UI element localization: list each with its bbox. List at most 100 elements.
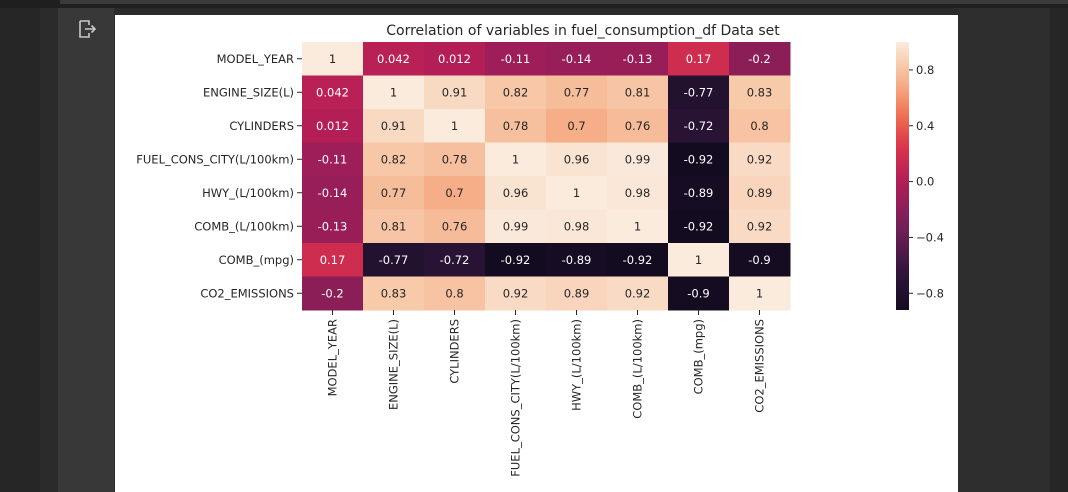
cell-value-label: 0.98: [625, 186, 651, 200]
heatmap-cell: [363, 276, 425, 311]
heatmap-cell: [302, 209, 364, 244]
cell-value-label: 1: [451, 119, 458, 133]
cell-value-label: 0.83: [381, 286, 407, 300]
heatmap-cell: [546, 142, 608, 177]
heatmap-cell: [668, 42, 730, 76]
cell-value-label: 0.7: [567, 119, 585, 133]
colorbar-tick-label: −0.8: [916, 286, 944, 300]
heatmap-cell: [302, 42, 364, 76]
cell-value-label: 1: [390, 85, 397, 99]
cell-value-label: 0.012: [438, 52, 471, 66]
colorbar-tick-label: 0.8: [916, 63, 934, 77]
heatmap-cell: [546, 276, 608, 311]
cell-value-label: -0.11: [318, 152, 348, 166]
x-tick-label: HWY_(L/100km): [570, 319, 584, 411]
cell-value-label: 0.96: [564, 152, 590, 166]
heatmap-cell: [363, 109, 425, 143]
heatmap-cell: [363, 243, 425, 277]
cell-value-label: -0.14: [318, 186, 348, 200]
heatmap-cell: [485, 209, 547, 244]
cell-value-label: -0.92: [684, 152, 714, 166]
cell-value-label: 0.96: [503, 186, 529, 200]
heatmap-cell: [668, 109, 730, 143]
colorbar-gradient: [896, 42, 909, 310]
heatmap-cell: [302, 142, 364, 177]
cell-value-label: 0.89: [564, 286, 590, 300]
cell-value-label: -0.77: [684, 85, 714, 99]
cell-value-label: -0.14: [562, 52, 592, 66]
cell-value-label: 1: [756, 286, 763, 300]
heatmap-cell: [485, 42, 547, 76]
cell-output: Correlation of variables in fuel_consump…: [115, 15, 958, 492]
cell-value-label: 0.17: [686, 52, 712, 66]
cell-value-label: 0.98: [564, 219, 590, 233]
heatmap-cell: [363, 142, 425, 177]
cell-value-label: 0.012: [316, 119, 349, 133]
y-tick-label: CO2_EMISSIONS: [200, 286, 294, 300]
cell-value-label: -0.13: [623, 52, 653, 66]
heatmap-cell: [485, 276, 547, 311]
y-axis-tick-labels: MODEL_YEAR ENGINE_SIZE(L) CYLINDERS FUEL_CO…: [136, 52, 302, 300]
colorbar-tick-label: 0.4: [916, 119, 934, 133]
heatmap-cell: [607, 176, 669, 210]
heatmap-cell: [302, 276, 364, 311]
cell-value-label: 0.83: [747, 85, 773, 99]
heatmap-cell: [729, 142, 791, 177]
heatmap-cell: [607, 142, 669, 177]
correlation-heatmap: Correlation of variables in fuel_consump…: [136, 23, 944, 477]
heatmap-cell: [546, 243, 608, 277]
heatmap-cell: [668, 75, 730, 110]
cell-value-label: 0.91: [442, 85, 468, 99]
heatmap-cell: [546, 109, 608, 143]
left-gutter: [0, 8, 40, 492]
cell-value-label: -0.89: [562, 253, 592, 267]
heatmap-cells: 1 0.042 0.012 -0.11 -0.14 -0.13 0.17 -0.2 0.042 1…: [302, 42, 791, 311]
scrollbar-track[interactable]: [1050, 8, 1068, 492]
cell-value-label: 0.91: [381, 119, 407, 133]
heatmap-cell: [607, 243, 669, 277]
cell-value-label: 0.82: [381, 152, 407, 166]
cell-value-label: 0.89: [747, 186, 773, 200]
toolbar-strip: [60, 0, 1068, 4]
cell-value-label: 0.92: [747, 152, 773, 166]
heatmap-cell: [729, 75, 791, 110]
cell-value-label: 0.8: [445, 286, 463, 300]
y-tick-label: COMB_(L/100km): [194, 219, 294, 233]
heatmap-cell: [729, 42, 791, 76]
cell-value-label: 0.78: [442, 152, 468, 166]
heatmap-cell: [607, 75, 669, 110]
heatmap-cell: [485, 176, 547, 210]
cell-value-label: -0.9: [687, 286, 709, 300]
heatmap-cell: [302, 243, 364, 277]
heatmap-cell: [729, 243, 791, 277]
heatmap-cell: [668, 176, 730, 210]
heatmap-cell: [424, 109, 486, 143]
heatmap-cell: [607, 276, 669, 311]
cell-value-label: 0.81: [625, 85, 651, 99]
cell-value-label: 0.92: [625, 286, 651, 300]
x-tick-label: MODEL_YEAR: [326, 319, 340, 396]
heatmap-cell: [546, 209, 608, 244]
cell-value-label: -0.92: [684, 219, 714, 233]
heatmap-cell: [424, 176, 486, 210]
cell-value-label: 0.92: [747, 219, 773, 233]
heatmap-cell: [424, 243, 486, 277]
heatmap-cell: [424, 75, 486, 110]
x-tick-label: ENGINE_SIZE(L): [387, 319, 401, 410]
cell-value-label: -0.77: [379, 253, 409, 267]
cell-value-label: -0.72: [440, 253, 470, 267]
cell-value-label: 0.92: [503, 286, 529, 300]
cell-value-label: 0.76: [625, 119, 651, 133]
heatmap-cell: [607, 109, 669, 143]
cell-value-label: -0.2: [748, 52, 770, 66]
heatmap-cell: [546, 75, 608, 110]
cell-value-label: 0.76: [442, 219, 468, 233]
cell-value-label: 0.042: [377, 52, 410, 66]
heatmap-cell: [485, 243, 547, 277]
output-arrow-icon[interactable]: [76, 18, 98, 40]
right-pane: [958, 8, 1068, 492]
heatmap-cell: [485, 142, 547, 177]
cell-value-label: -0.9: [748, 253, 770, 267]
heatmap-cell: [607, 42, 669, 76]
colorbar: 0.8 0.4 0.0 −0.4 −0.8: [896, 42, 944, 310]
